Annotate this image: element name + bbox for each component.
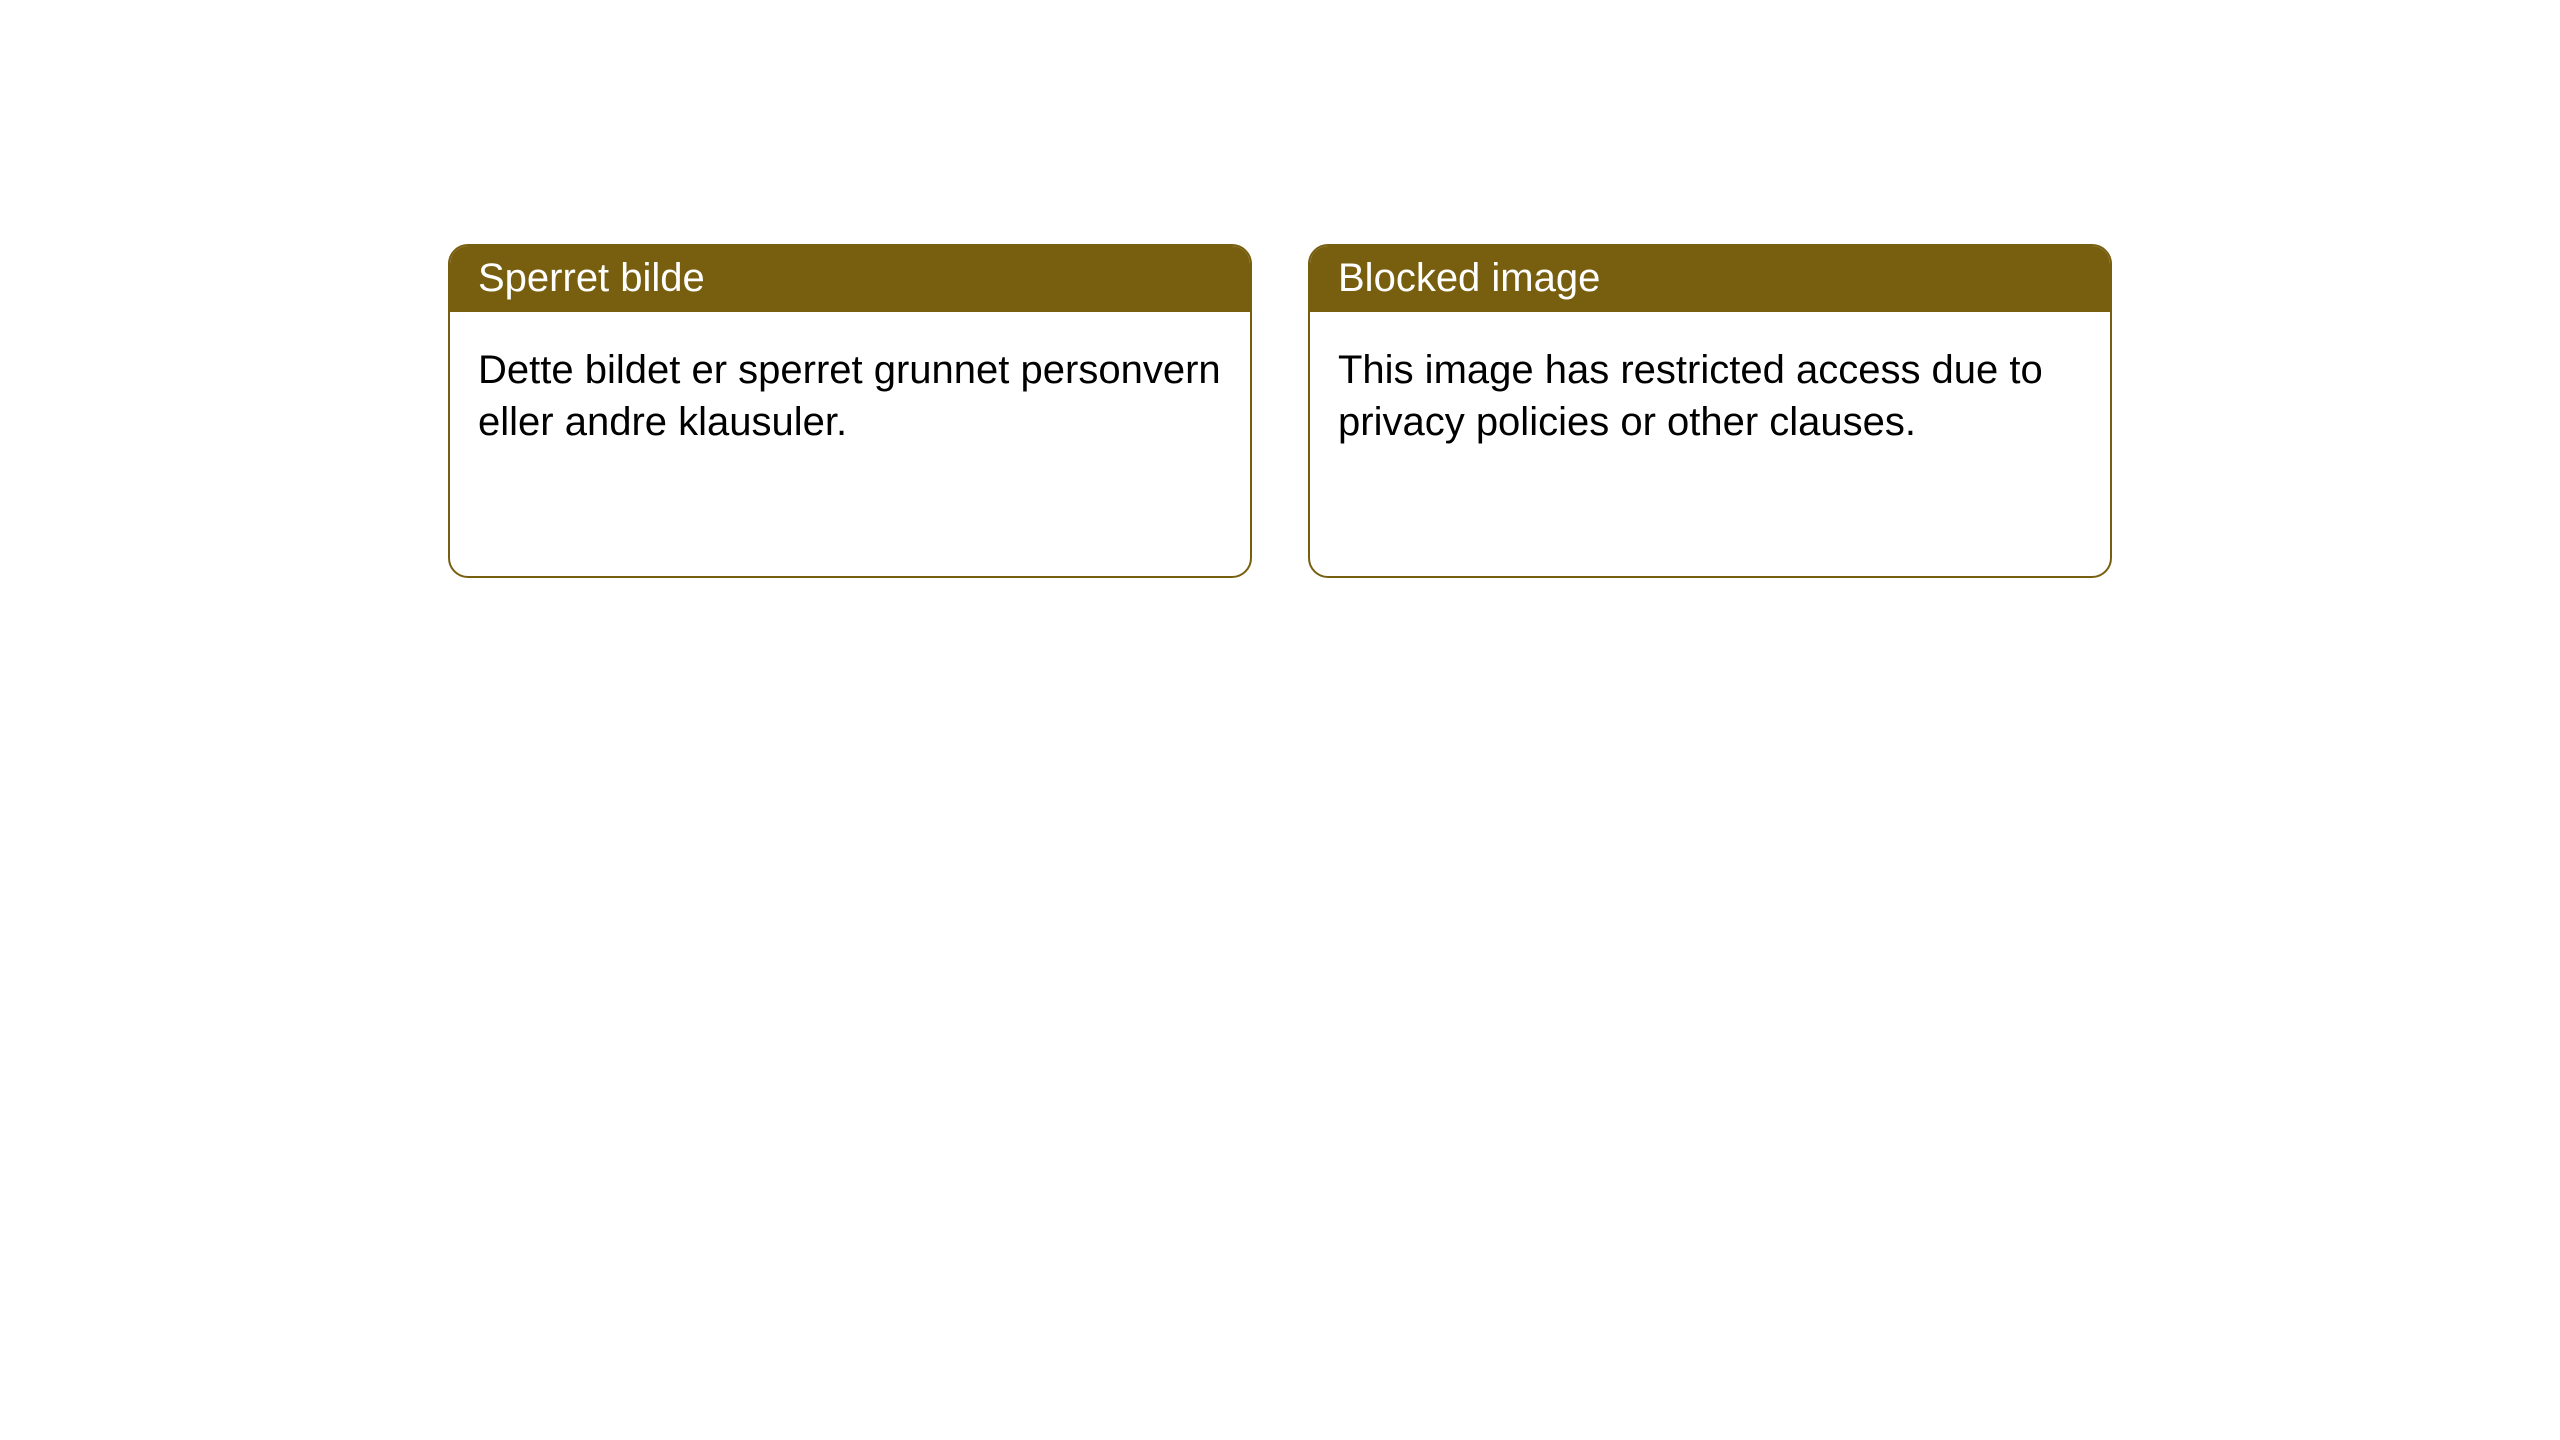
- card-title: Blocked image: [1338, 256, 1600, 300]
- card-title: Sperret bilde: [478, 256, 705, 300]
- card-header: Blocked image: [1310, 246, 2110, 312]
- card-body-text: This image has restricted access due to …: [1338, 348, 2043, 444]
- card-body: This image has restricted access due to …: [1310, 312, 2110, 480]
- card-body-text: Dette bildet er sperret grunnet personve…: [478, 348, 1221, 444]
- notice-container: Sperret bilde Dette bildet er sperret gr…: [0, 0, 2560, 578]
- notice-card-norwegian: Sperret bilde Dette bildet er sperret gr…: [448, 244, 1252, 578]
- notice-card-english: Blocked image This image has restricted …: [1308, 244, 2112, 578]
- card-body: Dette bildet er sperret grunnet personve…: [450, 312, 1250, 480]
- card-header: Sperret bilde: [450, 246, 1250, 312]
